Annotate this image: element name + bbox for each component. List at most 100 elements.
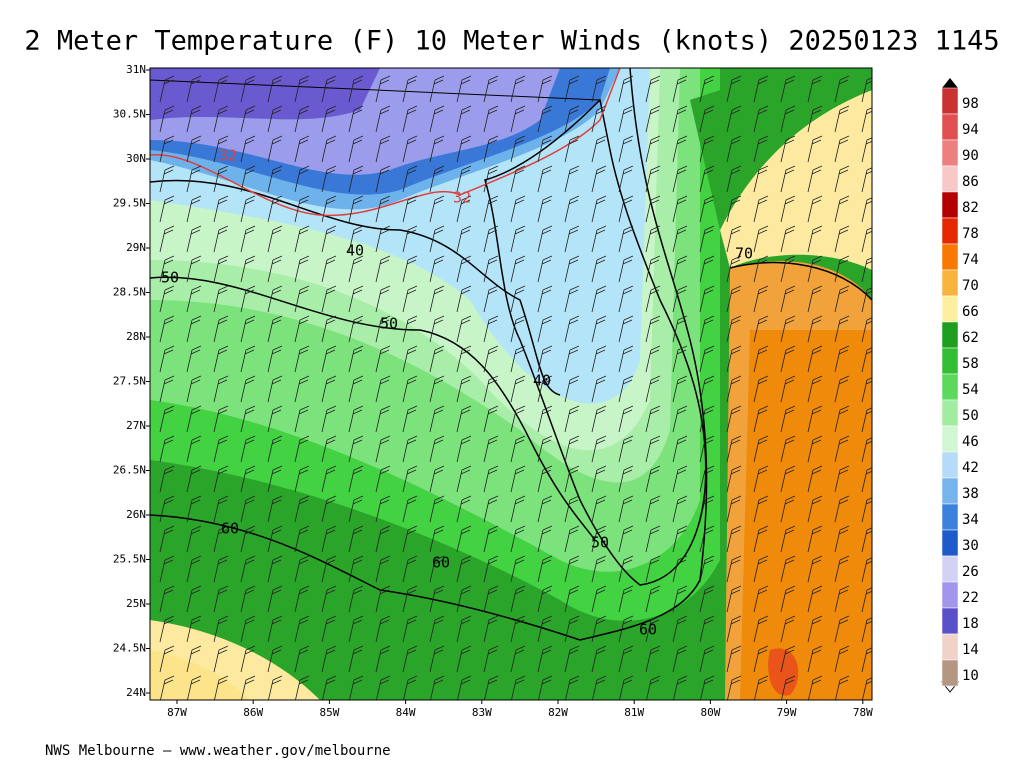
wind-barb	[780, 75, 796, 103]
wind-barb	[294, 405, 310, 433]
wind-barb	[672, 195, 688, 223]
wind-barb	[699, 495, 715, 523]
wind-barb	[186, 255, 202, 283]
wind-barb	[375, 315, 391, 343]
wind-barb	[294, 495, 310, 523]
lon-label: 83W	[472, 706, 492, 719]
wind-barb	[483, 345, 499, 373]
wind-barb	[483, 165, 499, 193]
wind-barb	[267, 105, 283, 133]
wind-barb	[240, 465, 256, 493]
wind-barb	[348, 315, 364, 343]
lat-label: 29N	[126, 241, 146, 254]
wind-barb	[753, 75, 769, 103]
wind-barb	[780, 405, 796, 433]
wind-barb	[699, 555, 715, 583]
wind-barb	[699, 525, 715, 553]
wind-barb	[483, 645, 499, 673]
wind-barb	[699, 75, 715, 103]
longitude-labels: 87W 86W 85W 84W 83W 82W 81W 80W 79W 78W	[167, 700, 873, 719]
wind-barb	[645, 645, 661, 673]
wind-barb	[456, 75, 472, 103]
wind-barb	[348, 495, 364, 523]
colorbar-label: 46	[962, 434, 979, 450]
lon-label: 86W	[243, 706, 263, 719]
wind-barb	[267, 465, 283, 493]
wind-barb	[402, 585, 418, 613]
wind-barb	[537, 255, 553, 283]
wind-barb	[510, 465, 526, 493]
wind-barb	[240, 375, 256, 403]
wind-barb	[240, 405, 256, 433]
wind-barb	[808, 675, 823, 700]
wind-barb	[214, 675, 229, 700]
colorbar-label: 18	[962, 616, 979, 632]
wind-barb	[294, 225, 310, 253]
wind-barb	[240, 225, 256, 253]
wind-barb	[186, 195, 202, 223]
wind-barb	[240, 495, 256, 523]
wind-barb	[429, 435, 445, 463]
wind-barb	[456, 225, 472, 253]
wind-barb	[618, 225, 634, 253]
wind-barb	[618, 645, 634, 673]
wind-barb	[186, 135, 202, 163]
wind-barb	[213, 165, 229, 193]
wind-barb	[645, 495, 661, 523]
wind-barb	[159, 495, 175, 523]
wind-barb	[673, 675, 688, 700]
wind-barb	[564, 105, 580, 133]
wind-barb	[348, 165, 364, 193]
wind-barb	[348, 285, 364, 313]
wind-barb	[321, 315, 337, 343]
colorbar-swatch	[941, 165, 959, 193]
wind-barb	[375, 495, 391, 523]
wind-barb	[753, 555, 769, 583]
wind-barb	[834, 315, 850, 343]
wind-barb	[834, 195, 850, 223]
wind-barb	[159, 105, 175, 133]
wind-barb	[564, 345, 580, 373]
wind-barb	[186, 525, 202, 553]
wind-barb	[321, 405, 337, 433]
wind-barb	[429, 645, 445, 673]
wind-barb	[753, 315, 769, 343]
wind-barb	[159, 75, 175, 103]
wind-barb	[402, 285, 418, 313]
wind-barb	[186, 615, 202, 643]
wind-barb	[159, 165, 175, 193]
wind-barb	[726, 165, 742, 193]
lat-label: 30N	[126, 152, 146, 165]
wind-barb	[834, 435, 850, 463]
wind-barb	[780, 495, 796, 523]
lon-label: 79W	[777, 706, 797, 719]
wind-barb	[645, 405, 661, 433]
wind-barb	[402, 315, 418, 343]
wind-barb	[213, 465, 229, 493]
wind-barb	[510, 225, 526, 253]
wind-barb	[348, 105, 364, 133]
wind-barb	[672, 645, 688, 673]
wind-barb	[375, 75, 391, 103]
wind-barb	[240, 285, 256, 313]
wind-barb	[564, 375, 580, 403]
wind-barb	[699, 105, 715, 133]
wind-barb	[645, 225, 661, 253]
wind-barb	[807, 75, 823, 103]
wind-barb	[834, 525, 850, 553]
lat-label: 30.5N	[113, 108, 146, 121]
wind-barb	[726, 375, 742, 403]
wind-barb	[564, 255, 580, 283]
lon-label: 80W	[700, 706, 720, 719]
wind-barb	[807, 195, 823, 223]
wind-barb	[240, 555, 256, 583]
wind-barb	[456, 345, 472, 373]
colorbar-label: 86	[962, 174, 979, 190]
wind-barb	[240, 195, 256, 223]
wind-barb	[753, 435, 769, 463]
wind-barb	[484, 675, 499, 700]
colorbar-label: 38	[962, 486, 979, 502]
wind-barb	[564, 135, 580, 163]
wind-barb	[564, 585, 580, 613]
